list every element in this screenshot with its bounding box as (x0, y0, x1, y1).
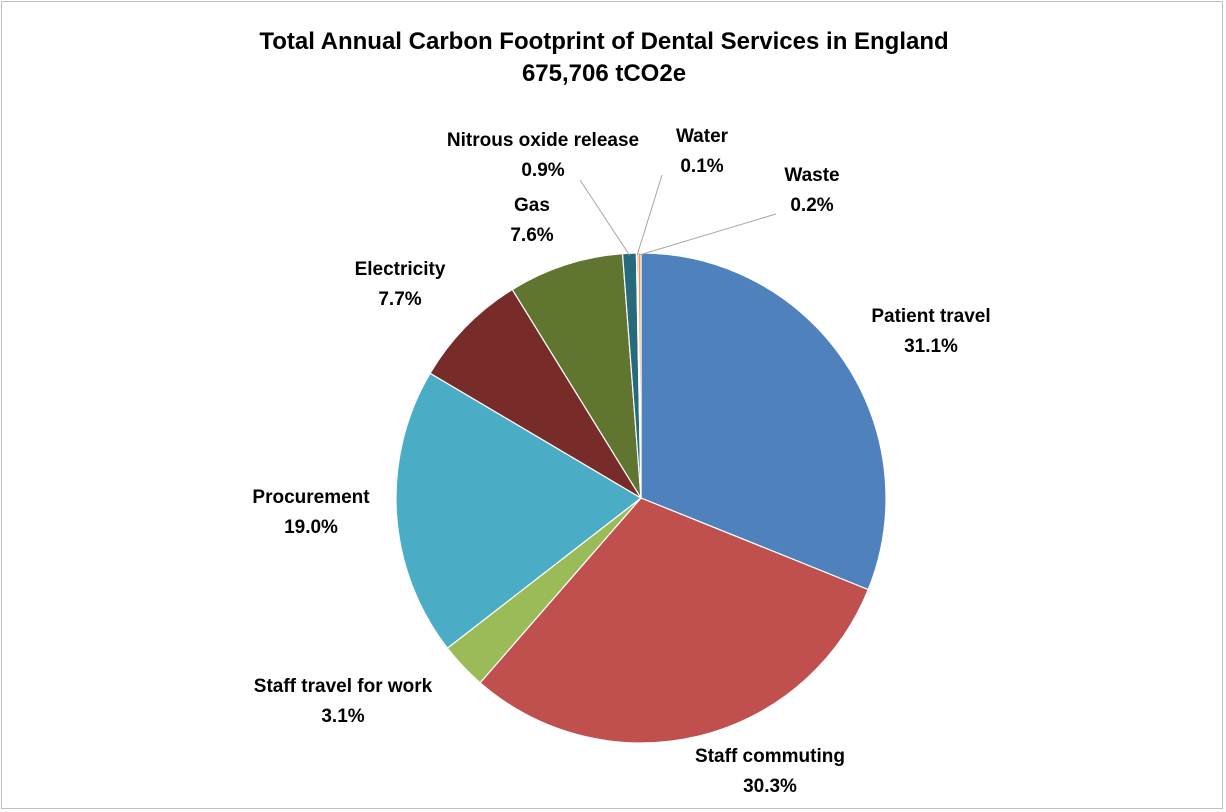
pie-slice-procurement (395, 372, 643, 650)
pie-slice-staff-commuting (479, 497, 870, 744)
chart-title: Total Annual Carbon Footprint of Dental … (259, 28, 949, 55)
slice-label-waste: Waste (784, 165, 839, 186)
pie-slices (395, 252, 887, 744)
chart-title-block: Total Annual Carbon Footprint of Dental … (0, 26, 1208, 90)
pie-slice-gas (511, 253, 642, 499)
slice-value-staff-commuting: 30.3% (743, 776, 797, 797)
slice-value-electricity: 7.7% (378, 289, 421, 310)
slice-label-staff-travel-for-work: Staff travel for work (254, 676, 433, 697)
leader-lines (579, 174, 777, 256)
pie-slice-electricity (429, 288, 642, 499)
slice-value-gas: 7.6% (510, 225, 553, 246)
slice-value-nitrous-oxide-release: 0.9% (521, 160, 564, 181)
slice-label-gas: Gas (514, 195, 550, 216)
slice-label-nitrous-oxide-release: Nitrous oxide release (447, 130, 639, 151)
slice-label-patient-travel: Patient travel (871, 306, 990, 327)
slice-label-water: Water (676, 126, 729, 147)
chart-subtitle: 675,706 tCO2e (521, 60, 687, 87)
slice-value-waste: 0.2% (790, 195, 833, 216)
leader-line-water (636, 174, 663, 256)
slice-labels: Patient travel 31.1% Staff commuting 30.3% S… (252, 126, 990, 797)
slice-value-procurement: 19.0% (284, 517, 338, 538)
slice-label-procurement: Procurement (252, 487, 370, 508)
slice-value-patient-travel: 31.1% (904, 336, 958, 357)
slice-label-electricity: Electricity (355, 259, 446, 280)
slice-value-water: 0.1% (680, 156, 723, 177)
leader-line-nitrous-oxide-release (579, 179, 630, 256)
slice-value-staff-travel-for-work: 3.1% (321, 706, 364, 727)
leader-line-waste (639, 213, 777, 256)
slice-label-staff-commuting: Staff commuting (695, 746, 845, 767)
pie-slice-patient-travel (640, 252, 887, 591)
